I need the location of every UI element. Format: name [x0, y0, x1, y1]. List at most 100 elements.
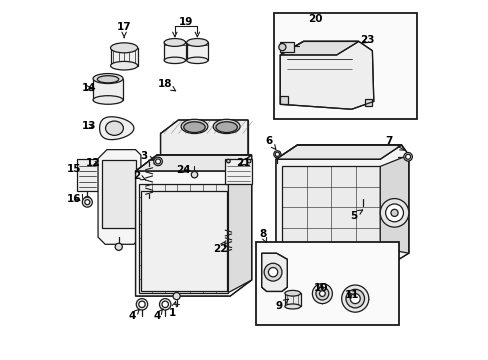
- Circle shape: [380, 199, 408, 227]
- Polygon shape: [141, 191, 226, 291]
- Ellipse shape: [213, 119, 240, 134]
- Polygon shape: [100, 117, 134, 140]
- Text: 15: 15: [66, 164, 81, 174]
- Circle shape: [139, 301, 145, 307]
- Bar: [273, 13, 416, 118]
- Circle shape: [341, 285, 368, 312]
- Polygon shape: [77, 159, 98, 192]
- Text: 4: 4: [153, 309, 163, 321]
- Bar: [224, 158, 251, 184]
- Circle shape: [275, 152, 279, 157]
- Circle shape: [390, 209, 397, 216]
- Polygon shape: [102, 160, 135, 228]
- Polygon shape: [160, 121, 247, 134]
- Text: 7: 7: [385, 136, 404, 150]
- Polygon shape: [285, 293, 300, 306]
- Circle shape: [319, 291, 325, 296]
- Text: 14: 14: [81, 83, 96, 93]
- Text: 2: 2: [133, 171, 145, 181]
- Polygon shape: [135, 155, 251, 296]
- Polygon shape: [178, 121, 247, 157]
- Polygon shape: [110, 48, 138, 66]
- Circle shape: [268, 267, 277, 277]
- Ellipse shape: [285, 291, 300, 296]
- Polygon shape: [98, 150, 141, 244]
- Circle shape: [405, 154, 410, 159]
- Polygon shape: [275, 145, 408, 266]
- Ellipse shape: [97, 76, 119, 83]
- Text: 18: 18: [158, 79, 175, 91]
- Polygon shape: [160, 157, 247, 169]
- Polygon shape: [280, 41, 373, 109]
- Text: 24: 24: [176, 165, 191, 175]
- Circle shape: [162, 301, 168, 307]
- Text: 20: 20: [307, 14, 322, 23]
- Ellipse shape: [285, 304, 300, 309]
- Ellipse shape: [93, 96, 123, 104]
- Ellipse shape: [93, 73, 123, 84]
- Polygon shape: [164, 42, 185, 60]
- Circle shape: [226, 159, 230, 163]
- Ellipse shape: [186, 57, 207, 64]
- Text: 19: 19: [179, 17, 193, 27]
- Ellipse shape: [110, 43, 138, 53]
- Polygon shape: [135, 155, 251, 171]
- Text: 8: 8: [259, 229, 266, 243]
- Polygon shape: [139, 184, 228, 293]
- Polygon shape: [380, 155, 408, 253]
- Ellipse shape: [164, 39, 185, 46]
- Circle shape: [247, 159, 250, 163]
- Circle shape: [385, 204, 403, 222]
- Text: 13: 13: [81, 121, 96, 131]
- Polygon shape: [228, 169, 251, 293]
- Polygon shape: [280, 41, 358, 55]
- Circle shape: [153, 157, 162, 166]
- Circle shape: [84, 200, 90, 204]
- Polygon shape: [160, 120, 247, 169]
- Circle shape: [403, 153, 411, 161]
- Text: 11: 11: [344, 290, 358, 300]
- Text: 5: 5: [349, 210, 362, 221]
- Text: 23: 23: [360, 35, 374, 45]
- Polygon shape: [365, 99, 372, 107]
- Text: 1: 1: [168, 302, 176, 318]
- Circle shape: [159, 298, 171, 310]
- Circle shape: [273, 151, 281, 158]
- Ellipse shape: [110, 62, 138, 70]
- Polygon shape: [282, 166, 380, 248]
- Circle shape: [155, 159, 160, 164]
- Circle shape: [315, 287, 328, 300]
- Circle shape: [173, 293, 180, 300]
- Text: 10: 10: [313, 283, 328, 293]
- Ellipse shape: [181, 119, 207, 134]
- Polygon shape: [261, 253, 287, 292]
- Text: 6: 6: [264, 136, 275, 149]
- Text: 22: 22: [212, 241, 227, 253]
- Circle shape: [312, 284, 332, 303]
- Ellipse shape: [164, 57, 185, 64]
- Polygon shape: [89, 87, 93, 90]
- Ellipse shape: [183, 122, 205, 132]
- Text: 17: 17: [117, 22, 131, 38]
- Bar: [255, 242, 398, 325]
- Circle shape: [345, 289, 364, 308]
- Polygon shape: [280, 96, 287, 104]
- Polygon shape: [279, 42, 293, 52]
- Circle shape: [278, 44, 285, 51]
- Circle shape: [115, 243, 122, 250]
- Text: 9: 9: [275, 299, 288, 311]
- Text: 4: 4: [128, 310, 139, 321]
- Circle shape: [349, 294, 360, 303]
- Ellipse shape: [105, 121, 123, 135]
- Text: 12: 12: [85, 158, 100, 168]
- Text: 21: 21: [236, 158, 250, 168]
- Ellipse shape: [216, 122, 237, 132]
- Polygon shape: [275, 145, 401, 159]
- Text: 3: 3: [140, 151, 153, 161]
- Polygon shape: [93, 78, 123, 100]
- Circle shape: [264, 263, 282, 281]
- Circle shape: [191, 171, 197, 178]
- Text: 16: 16: [66, 194, 81, 203]
- Polygon shape: [186, 42, 207, 60]
- Circle shape: [136, 298, 147, 310]
